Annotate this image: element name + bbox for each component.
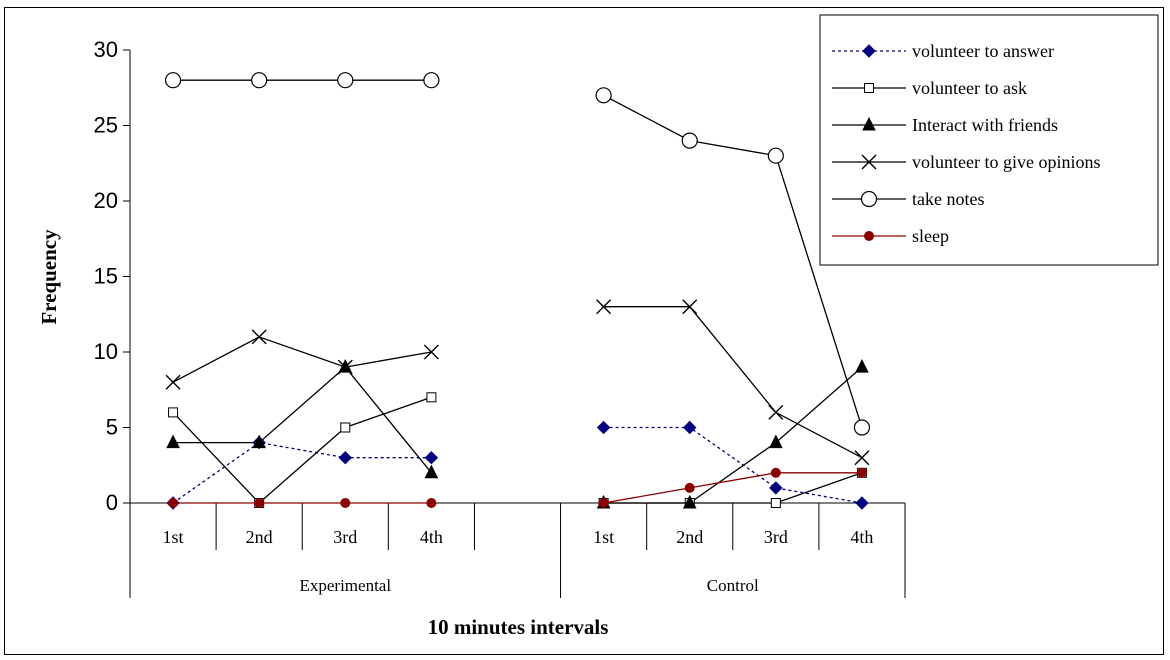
point-sleep-experimental-2 bbox=[254, 498, 265, 508]
point-sleep-control-2 bbox=[684, 482, 695, 493]
x-tick-label-experimental-1st: 1st bbox=[163, 527, 184, 547]
legend-marker-sleep bbox=[864, 231, 874, 241]
series-line-volunteer-to-answer-experimental bbox=[172, 441, 432, 504]
point-sleep-experimental-4 bbox=[426, 498, 437, 508]
point-take-notes-experimental-3 bbox=[337, 72, 354, 89]
point-volunteer-to-answer-control-4 bbox=[855, 496, 869, 510]
point-interact-with-friends-experimental-3 bbox=[338, 358, 353, 373]
point-take-notes-control-1 bbox=[595, 87, 612, 104]
point-interact-with-friends-experimental-2 bbox=[252, 434, 266, 449]
series-line-interact-with-friends-control bbox=[603, 366, 863, 504]
series-line-take-notes-control bbox=[603, 94, 863, 428]
point-volunteer-to-ask-experimental-1 bbox=[168, 407, 179, 418]
point-sleep-control-3 bbox=[770, 467, 781, 478]
legend-marker-take-notes bbox=[860, 190, 878, 208]
point-volunteer-to-answer-experimental-4 bbox=[424, 450, 439, 465]
axes: 0 5 10 15 20 25 30 1st 2nd 3rd 4th Experimental 1st 2… bbox=[94, 37, 906, 598]
x-tick-label-experimental-3rd: 3rd bbox=[333, 527, 357, 547]
series-markers bbox=[164, 72, 871, 510]
y-tick-label: 0 bbox=[106, 490, 118, 515]
y-tick-label: 30 bbox=[94, 37, 118, 62]
point-volunteer-to-ask-experimental-3 bbox=[340, 422, 351, 433]
x-stroke bbox=[251, 329, 267, 345]
y-tick-label: 25 bbox=[94, 113, 118, 138]
point-interact-with-friends-experimental-4 bbox=[424, 464, 439, 479]
y-tick-label: 20 bbox=[94, 188, 118, 213]
point-sleep-control-4 bbox=[856, 467, 867, 478]
point-volunteer-to-answer-control-1 bbox=[596, 420, 611, 435]
series-line-volunteer-to-answer-control bbox=[603, 426, 863, 504]
point-volunteer-to-answer-experimental-3 bbox=[338, 450, 352, 465]
series-line-sleep-control bbox=[603, 472, 862, 504]
point-volunteer-to-give-opinions-experimental-4 bbox=[423, 344, 439, 360]
x-stroke bbox=[854, 450, 870, 466]
legend-marker-volunteer-to-give-opinions bbox=[861, 154, 877, 170]
legend-marker-volunteer-to-ask bbox=[864, 83, 874, 93]
point-interact-with-friends-experimental-1 bbox=[166, 434, 180, 449]
x-tick-label-control-4th: 4th bbox=[850, 527, 873, 547]
group-label-experimental: Experimental bbox=[299, 576, 391, 595]
point-volunteer-to-give-opinions-experimental-3 bbox=[337, 359, 353, 375]
legend: volunteer to answer volunteer to ask Inter… bbox=[819, 14, 1159, 266]
chart-frame bbox=[4, 7, 1164, 655]
legend-marker-interact-with-friends bbox=[862, 116, 876, 131]
x-stroke bbox=[337, 359, 353, 375]
point-sleep-experimental-3 bbox=[340, 498, 351, 508]
series-line-interact-with-friends-experimental bbox=[173, 366, 432, 474]
point-volunteer-to-give-opinions-control-4 bbox=[854, 450, 870, 466]
point-take-notes-experimental-4 bbox=[423, 72, 440, 89]
point-volunteer-to-answer-control-3 bbox=[769, 481, 783, 495]
x-tick-label-control-2nd: 2nd bbox=[676, 527, 703, 547]
x-stroke bbox=[768, 404, 784, 420]
y-axis-title: Frequency bbox=[37, 229, 61, 325]
point-take-notes-experimental-2 bbox=[251, 72, 268, 89]
legend-label-volunteer-to-ask: volunteer to ask bbox=[912, 78, 1027, 98]
x-stroke bbox=[165, 374, 181, 390]
series-lines bbox=[172, 79, 863, 504]
point-volunteer-to-ask-experimental-4 bbox=[426, 392, 437, 403]
point-take-notes-control-2 bbox=[681, 132, 698, 149]
point-volunteer-to-give-opinions-control-1 bbox=[596, 299, 612, 315]
point-volunteer-to-give-opinions-control-3 bbox=[768, 404, 784, 420]
legend-label-sleep: sleep bbox=[912, 226, 949, 246]
x-stroke bbox=[861, 154, 877, 170]
x-tick-label-control-3rd: 3rd bbox=[764, 527, 788, 547]
point-volunteer-to-give-opinions-experimental-1 bbox=[165, 374, 181, 390]
series-line-volunteer-to-ask-control bbox=[603, 472, 863, 504]
legend-box bbox=[819, 14, 1159, 266]
point-take-notes-experimental-1 bbox=[164, 72, 182, 89]
y-tick-label: 5 bbox=[106, 415, 118, 440]
x-tick-label-control-1st: 1st bbox=[593, 527, 614, 547]
point-take-notes-control-4 bbox=[853, 419, 871, 436]
x-stroke bbox=[596, 299, 612, 315]
x-axis-title: 10 minutes intervals bbox=[428, 615, 609, 639]
legend-label-interact-with-friends: Interact with friends bbox=[912, 115, 1058, 135]
point-sleep-experimental-1 bbox=[168, 498, 179, 508]
point-interact-with-friends-control-3 bbox=[769, 434, 783, 449]
point-interact-with-friends-control-4 bbox=[855, 358, 869, 373]
y-tick-label: 15 bbox=[94, 264, 118, 289]
x-tick-label-experimental-4th: 4th bbox=[420, 527, 443, 547]
series-line-volunteer-to-give-opinions-experimental bbox=[172, 336, 432, 383]
x-stroke bbox=[423, 344, 439, 360]
point-volunteer-to-give-opinions-control-2 bbox=[682, 299, 698, 315]
point-take-notes-control-3 bbox=[767, 147, 784, 164]
x-stroke bbox=[682, 299, 698, 315]
legend-label-take-notes: take notes bbox=[912, 189, 984, 209]
point-volunteer-to-give-opinions-experimental-2 bbox=[251, 329, 267, 345]
point-sleep-control-1 bbox=[598, 498, 609, 508]
legend-label-volunteer-to-give-opinions: volunteer to give opinions bbox=[912, 152, 1100, 172]
y-tick-label: 10 bbox=[94, 339, 118, 364]
point-volunteer-to-answer-control-2 bbox=[683, 420, 697, 435]
legend-marker-volunteer-to-answer bbox=[862, 44, 876, 58]
point-volunteer-to-ask-control-3 bbox=[770, 498, 781, 508]
series-line-volunteer-to-ask-experimental bbox=[172, 396, 432, 504]
group-label-control: Control bbox=[707, 576, 759, 595]
point-interact-with-friends-control-2 bbox=[682, 494, 697, 509]
legend-label-volunteer-to-answer: volunteer to answer bbox=[912, 41, 1054, 61]
x-tick-label-experimental-2nd: 2nd bbox=[246, 527, 273, 547]
series-line-volunteer-to-give-opinions-control bbox=[603, 306, 863, 459]
